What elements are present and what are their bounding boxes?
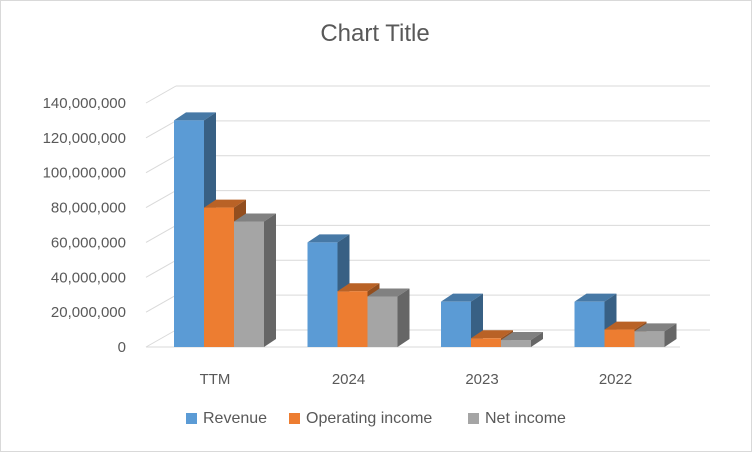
bar-side-face bbox=[531, 332, 543, 347]
y-tick-label: 40,000,000 bbox=[51, 269, 126, 286]
bar-top-face bbox=[337, 283, 380, 292]
gridline-diagonal bbox=[145, 259, 177, 278]
bar-net-income bbox=[234, 221, 264, 347]
bar-revenue bbox=[307, 242, 338, 347]
bar-top-face bbox=[234, 213, 276, 222]
y-tick-label: 120,000,000 bbox=[43, 130, 126, 147]
x-tick-label: 2024 bbox=[332, 371, 365, 388]
bar-operating-income bbox=[204, 207, 234, 347]
chart-title: Chart Title bbox=[320, 20, 430, 47]
gridline-diagonal bbox=[145, 120, 177, 139]
legend-label: Operating income bbox=[306, 410, 432, 427]
bar-top-face bbox=[367, 288, 410, 297]
bar-top-face bbox=[174, 112, 216, 121]
bar-net-income bbox=[501, 340, 531, 347]
y-tick-label: 80,000,000 bbox=[51, 200, 126, 217]
legend-swatch bbox=[289, 413, 300, 424]
bar-side-face bbox=[397, 288, 410, 347]
bar-top-face bbox=[604, 321, 647, 330]
bar-operating-income bbox=[337, 291, 368, 347]
y-tick-label: 140,000,000 bbox=[43, 95, 126, 112]
y-tick-label: 20,000,000 bbox=[51, 304, 126, 321]
gridline-diagonal bbox=[145, 85, 177, 104]
bar-revenue bbox=[574, 301, 605, 347]
bar-side-face bbox=[264, 213, 276, 347]
bar-top-face bbox=[441, 293, 483, 302]
bar-revenue bbox=[174, 120, 204, 347]
bar-revenue bbox=[441, 301, 471, 347]
bar-top-face bbox=[307, 234, 350, 243]
bar-top-face bbox=[574, 293, 617, 302]
x-tick-label: TTM bbox=[200, 371, 231, 388]
bar-top-face bbox=[204, 199, 246, 208]
legend-swatch bbox=[186, 413, 197, 424]
gridline-diagonal bbox=[145, 224, 177, 243]
y-tick-label: 100,000,000 bbox=[43, 165, 126, 182]
gridline-diagonal bbox=[145, 329, 177, 348]
bar-operating-income bbox=[471, 338, 501, 347]
gridline-diagonal bbox=[145, 294, 177, 313]
bar-net-income bbox=[367, 296, 398, 347]
legend-label: Net income bbox=[485, 410, 566, 427]
bar-operating-income bbox=[604, 329, 635, 347]
bar-top-face bbox=[471, 330, 513, 339]
legend-swatch bbox=[468, 413, 479, 424]
legend-label: Revenue bbox=[203, 410, 267, 427]
y-tick-label: 0 bbox=[118, 339, 126, 356]
gridline-diagonal bbox=[145, 155, 177, 174]
y-tick-label: 60,000,000 bbox=[51, 234, 126, 251]
bar-side-face bbox=[664, 323, 677, 347]
x-tick-label: 2022 bbox=[599, 371, 632, 388]
bar-top-face bbox=[501, 332, 543, 341]
bar-net-income bbox=[634, 331, 665, 347]
bar-top-face bbox=[634, 323, 677, 332]
x-tick-label: 2023 bbox=[465, 371, 498, 388]
gridline-diagonal bbox=[145, 190, 177, 209]
